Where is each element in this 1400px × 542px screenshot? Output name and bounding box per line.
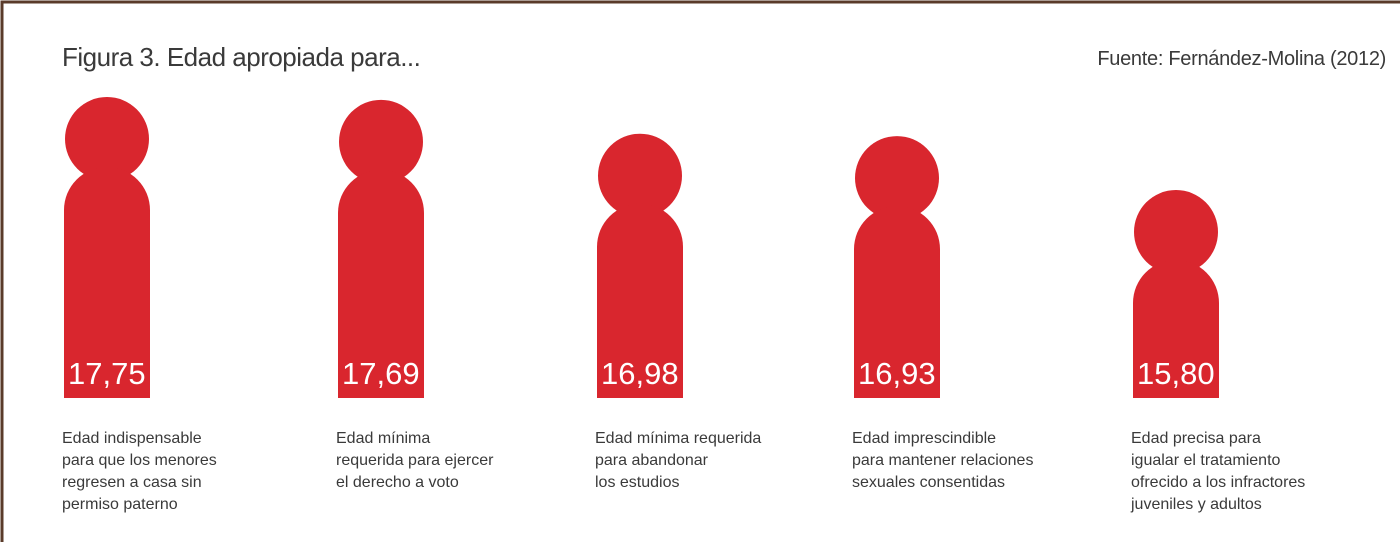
figure-head xyxy=(1134,190,1218,274)
category-label: Edad precisa para igualar el tratamiento… xyxy=(1131,430,1306,513)
category-label: Edad imprescindible para mantener relaci… xyxy=(852,430,1034,491)
category-label: Edad mínima requerida para abandonar los… xyxy=(595,430,762,491)
category-label: Edad indispensable para que los menores … xyxy=(62,430,217,513)
figure-body xyxy=(64,167,150,398)
figure-head xyxy=(339,99,423,184)
chart-title: Figura 3. Edad apropiada para... xyxy=(62,42,421,72)
figure-body xyxy=(338,169,424,398)
value-label: 16,98 xyxy=(601,356,679,391)
figure-body xyxy=(1133,260,1219,398)
figure-head xyxy=(598,133,682,218)
figure-head xyxy=(65,97,149,181)
value-label: 17,69 xyxy=(342,356,420,391)
value-label: 16,93 xyxy=(858,356,936,391)
value-label: 17,75 xyxy=(68,356,146,391)
value-label: 15,80 xyxy=(1137,356,1215,391)
figure-body xyxy=(597,203,683,398)
category-label: Edad mínima requerida para ejercer el de… xyxy=(336,430,494,491)
figure-head xyxy=(855,136,939,221)
source: Fuente: Fernández-Molina (2012) xyxy=(1097,48,1386,70)
figure-body xyxy=(854,206,940,398)
